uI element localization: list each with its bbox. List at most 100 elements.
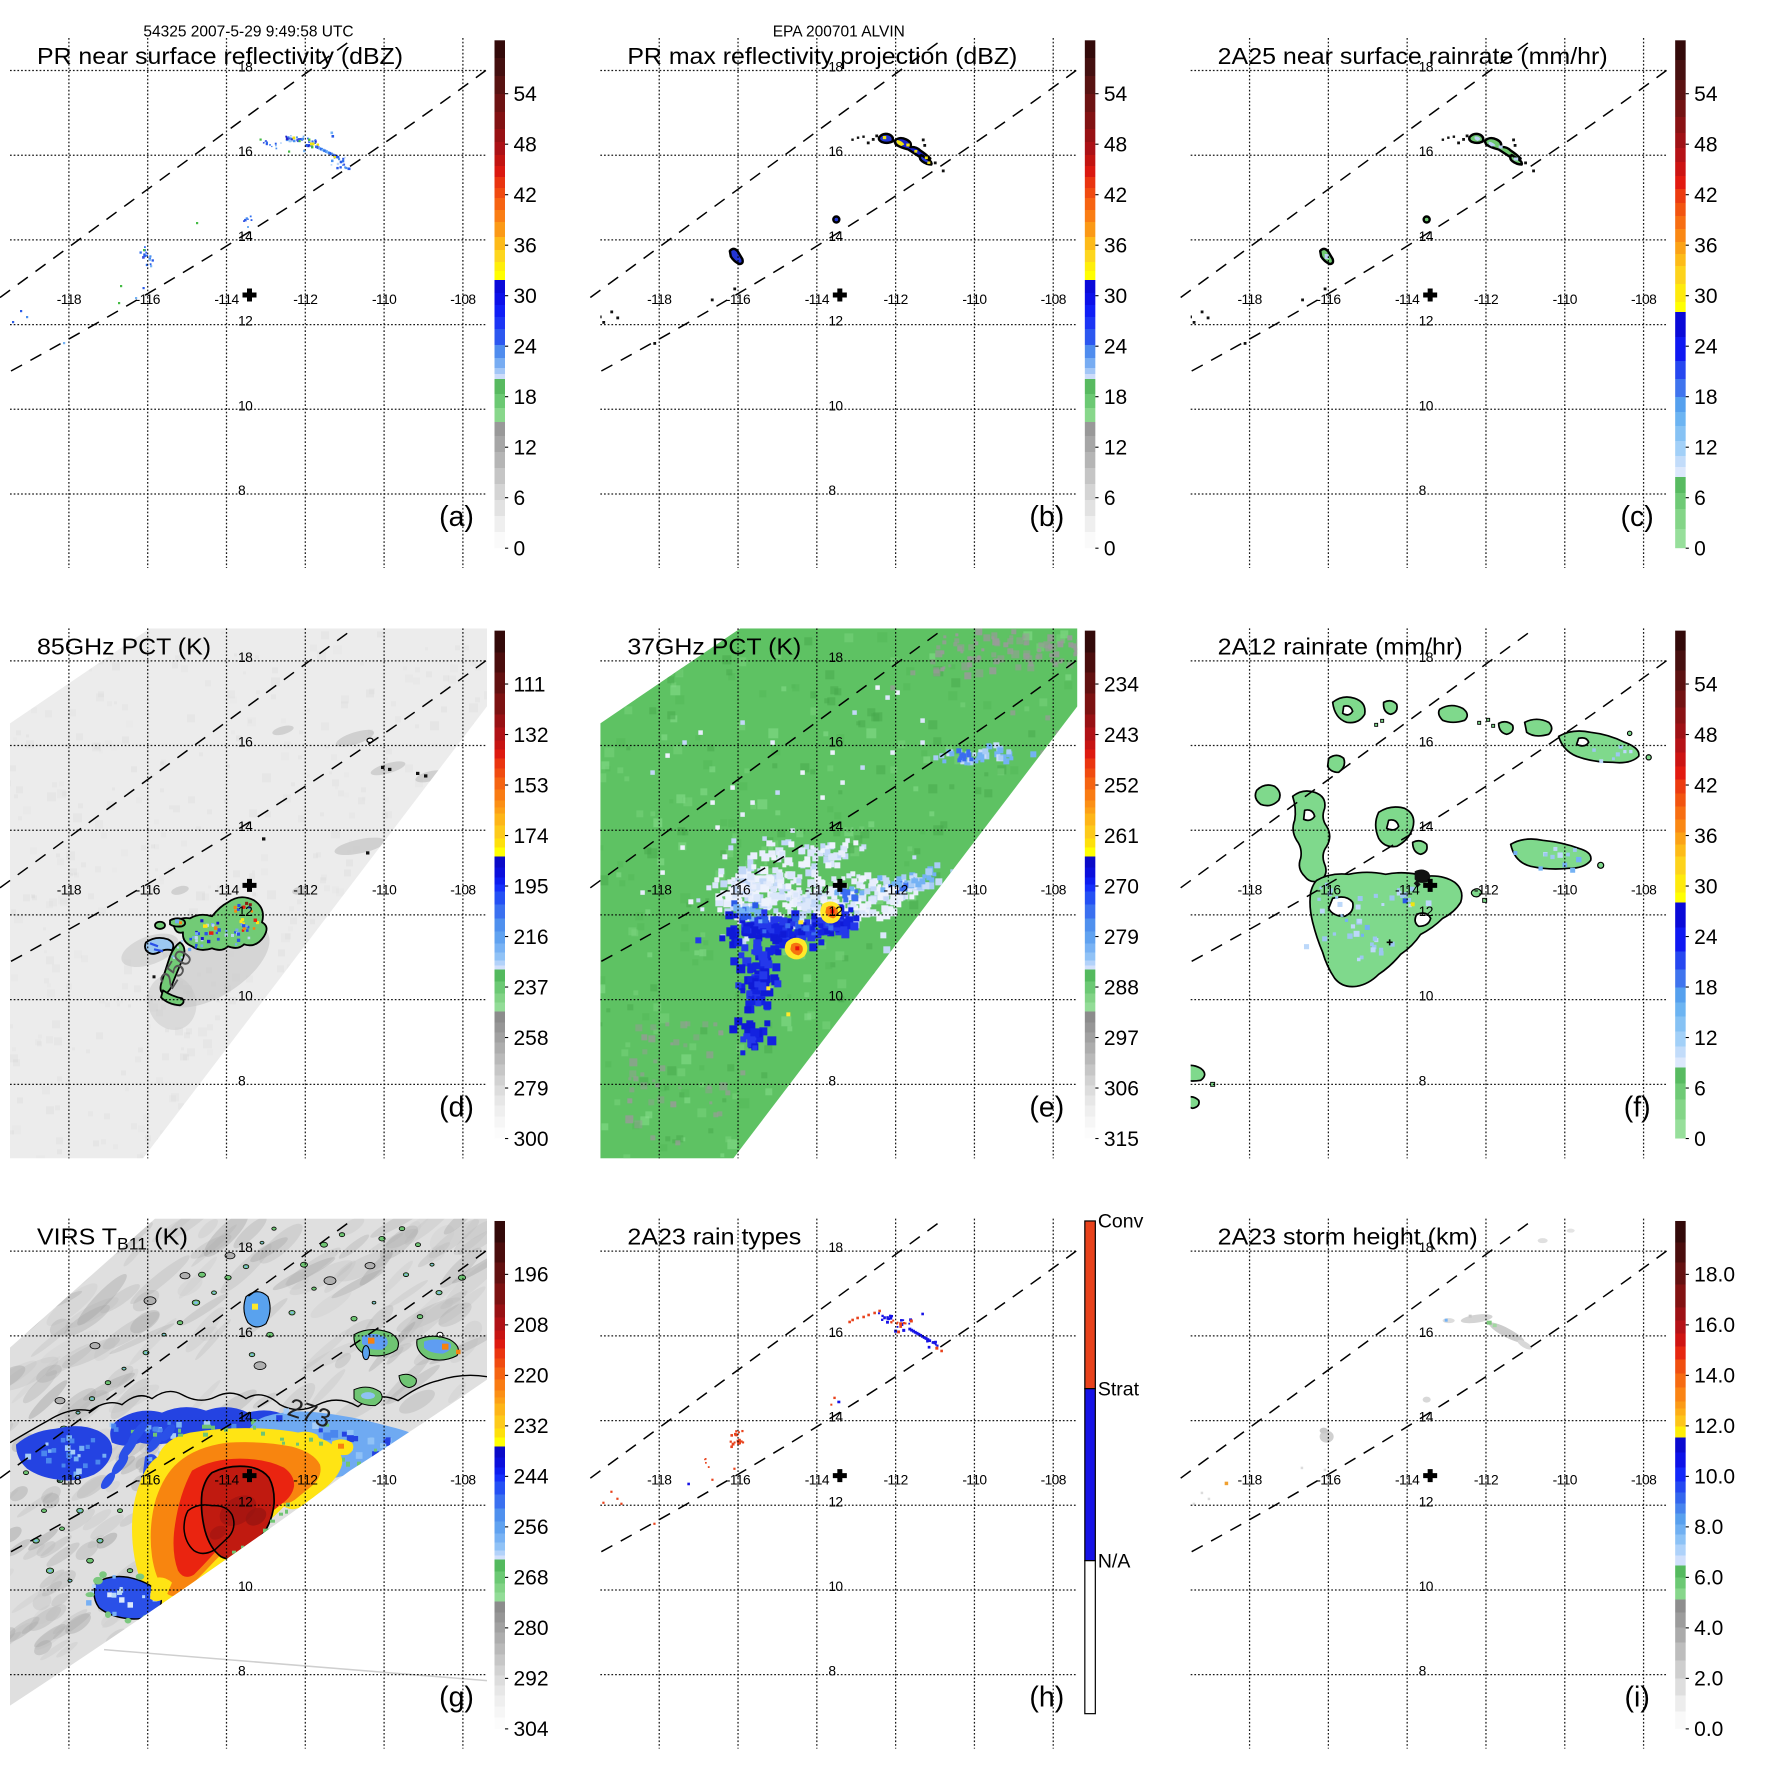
svg-text:208: 208: [514, 1314, 549, 1337]
svg-text:2.0: 2.0: [1694, 1668, 1723, 1691]
svg-text:Strat: Strat: [1098, 1379, 1140, 1401]
svg-text:18.0: 18.0: [1694, 1264, 1735, 1287]
svg-text:(a): (a): [439, 501, 474, 533]
svg-text:12: 12: [1694, 437, 1717, 460]
svg-text:16.0: 16.0: [1694, 1314, 1735, 1337]
svg-text:N/A: N/A: [1098, 1551, 1131, 1573]
svg-text:18: 18: [1694, 976, 1717, 999]
svg-text:36: 36: [1694, 235, 1717, 258]
svg-text:270: 270: [1104, 875, 1139, 898]
svg-text:261: 261: [1104, 825, 1139, 848]
svg-text:243: 243: [1104, 724, 1139, 747]
svg-text:2A23 rain types: 2A23 rain types: [627, 1224, 801, 1250]
svg-text:18: 18: [1104, 386, 1127, 409]
svg-text:216: 216: [514, 926, 549, 949]
svg-text:0: 0: [514, 538, 526, 561]
svg-text:Conv: Conv: [1098, 1211, 1144, 1233]
svg-text:48: 48: [514, 134, 537, 157]
svg-text:6: 6: [1694, 1077, 1706, 1100]
svg-text:36: 36: [1104, 235, 1127, 258]
svg-text:30: 30: [1104, 285, 1127, 308]
svg-text:6: 6: [514, 487, 526, 510]
svg-text:6: 6: [1104, 487, 1116, 510]
svg-text:0.0: 0.0: [1694, 1718, 1723, 1741]
svg-text:42: 42: [1104, 184, 1127, 207]
svg-text:306: 306: [1104, 1077, 1139, 1100]
svg-text:258: 258: [514, 1027, 549, 1050]
svg-text:14.0: 14.0: [1694, 1365, 1735, 1388]
svg-text:18: 18: [1694, 386, 1717, 409]
svg-text:54: 54: [1104, 83, 1128, 106]
svg-text:48: 48: [1104, 134, 1127, 157]
svg-text:(i): (i): [1625, 1682, 1650, 1714]
svg-text:174: 174: [514, 825, 549, 848]
svg-text:8.0: 8.0: [1694, 1516, 1723, 1539]
svg-text:42: 42: [514, 184, 537, 207]
svg-text:300: 300: [514, 1128, 549, 1151]
svg-text:0: 0: [1104, 538, 1116, 561]
svg-text:30: 30: [1694, 285, 1717, 308]
svg-text:304: 304: [514, 1718, 549, 1741]
svg-text:220: 220: [514, 1365, 549, 1388]
svg-text:36: 36: [514, 235, 537, 258]
svg-text:288: 288: [1104, 976, 1139, 999]
svg-text:280: 280: [514, 1617, 549, 1640]
svg-text:12: 12: [514, 437, 537, 460]
svg-text:24: 24: [514, 336, 538, 359]
svg-text:252: 252: [1104, 774, 1139, 797]
svg-text:(g): (g): [439, 1682, 474, 1714]
svg-text:54: 54: [1694, 83, 1718, 106]
svg-text:153: 153: [514, 774, 549, 797]
svg-text:6: 6: [1694, 487, 1706, 510]
svg-text:48: 48: [1694, 724, 1717, 747]
svg-text:297: 297: [1104, 1027, 1139, 1050]
svg-text:(h): (h): [1029, 1682, 1064, 1714]
svg-text:10.0: 10.0: [1694, 1466, 1735, 1489]
svg-text:24: 24: [1104, 336, 1128, 359]
svg-text:237: 237: [514, 976, 549, 999]
svg-text:VIRS TB11 (K): VIRS TB11 (K): [37, 1224, 188, 1254]
svg-text:279: 279: [1104, 926, 1139, 949]
svg-text:244: 244: [514, 1466, 549, 1489]
svg-text:PR near surface reflectivity (: PR near surface reflectivity (dBZ): [37, 43, 403, 69]
svg-text:PR max reflectivity projection: PR max reflectivity projection (dBZ): [627, 43, 1017, 69]
svg-text:(e): (e): [1029, 1091, 1064, 1123]
svg-text:EPA 200701 ALVIN: EPA 200701 ALVIN: [773, 24, 905, 41]
svg-text:2A23 storm height (km): 2A23 storm height (km): [1218, 1224, 1478, 1250]
svg-text:(b): (b): [1029, 501, 1064, 533]
svg-text:36: 36: [1694, 825, 1717, 848]
svg-text:234: 234: [1104, 673, 1139, 696]
svg-text:12: 12: [1104, 437, 1127, 460]
svg-text:2A12 rainrate (mm/hr): 2A12 rainrate (mm/hr): [1218, 633, 1463, 659]
svg-text:12: 12: [1694, 1027, 1717, 1050]
svg-text:54: 54: [1694, 673, 1718, 696]
svg-text:232: 232: [514, 1415, 549, 1438]
svg-text:268: 268: [514, 1567, 549, 1590]
svg-text:24: 24: [1694, 926, 1718, 949]
svg-text:196: 196: [514, 1264, 549, 1287]
svg-text:18: 18: [514, 386, 537, 409]
svg-text:0: 0: [1694, 538, 1706, 561]
svg-text:54: 54: [514, 83, 538, 106]
svg-text:195: 195: [514, 875, 549, 898]
svg-text:42: 42: [1694, 774, 1717, 797]
svg-text:42: 42: [1694, 184, 1717, 207]
svg-text:37GHz PCT (K): 37GHz PCT (K): [627, 633, 801, 659]
svg-text:132: 132: [514, 724, 549, 747]
svg-text:(f): (f): [1624, 1091, 1651, 1123]
svg-text:0: 0: [1694, 1128, 1706, 1151]
svg-text:(c): (c): [1621, 501, 1654, 533]
svg-text:111: 111: [514, 673, 546, 696]
svg-text:30: 30: [514, 285, 537, 308]
svg-text:4.0: 4.0: [1694, 1617, 1723, 1640]
svg-text:2A25 near surface rainrate (mm: 2A25 near surface rainrate (mm/hr): [1218, 43, 1608, 69]
svg-text:12.0: 12.0: [1694, 1415, 1735, 1438]
svg-text:24: 24: [1694, 336, 1718, 359]
svg-text:6.0: 6.0: [1694, 1567, 1723, 1590]
svg-text:48: 48: [1694, 134, 1717, 157]
svg-text:30: 30: [1694, 875, 1717, 898]
svg-text:256: 256: [514, 1516, 549, 1539]
svg-text:(d): (d): [439, 1091, 474, 1123]
svg-text:315: 315: [1104, 1128, 1139, 1151]
svg-text:85GHz PCT (K): 85GHz PCT (K): [37, 633, 211, 659]
